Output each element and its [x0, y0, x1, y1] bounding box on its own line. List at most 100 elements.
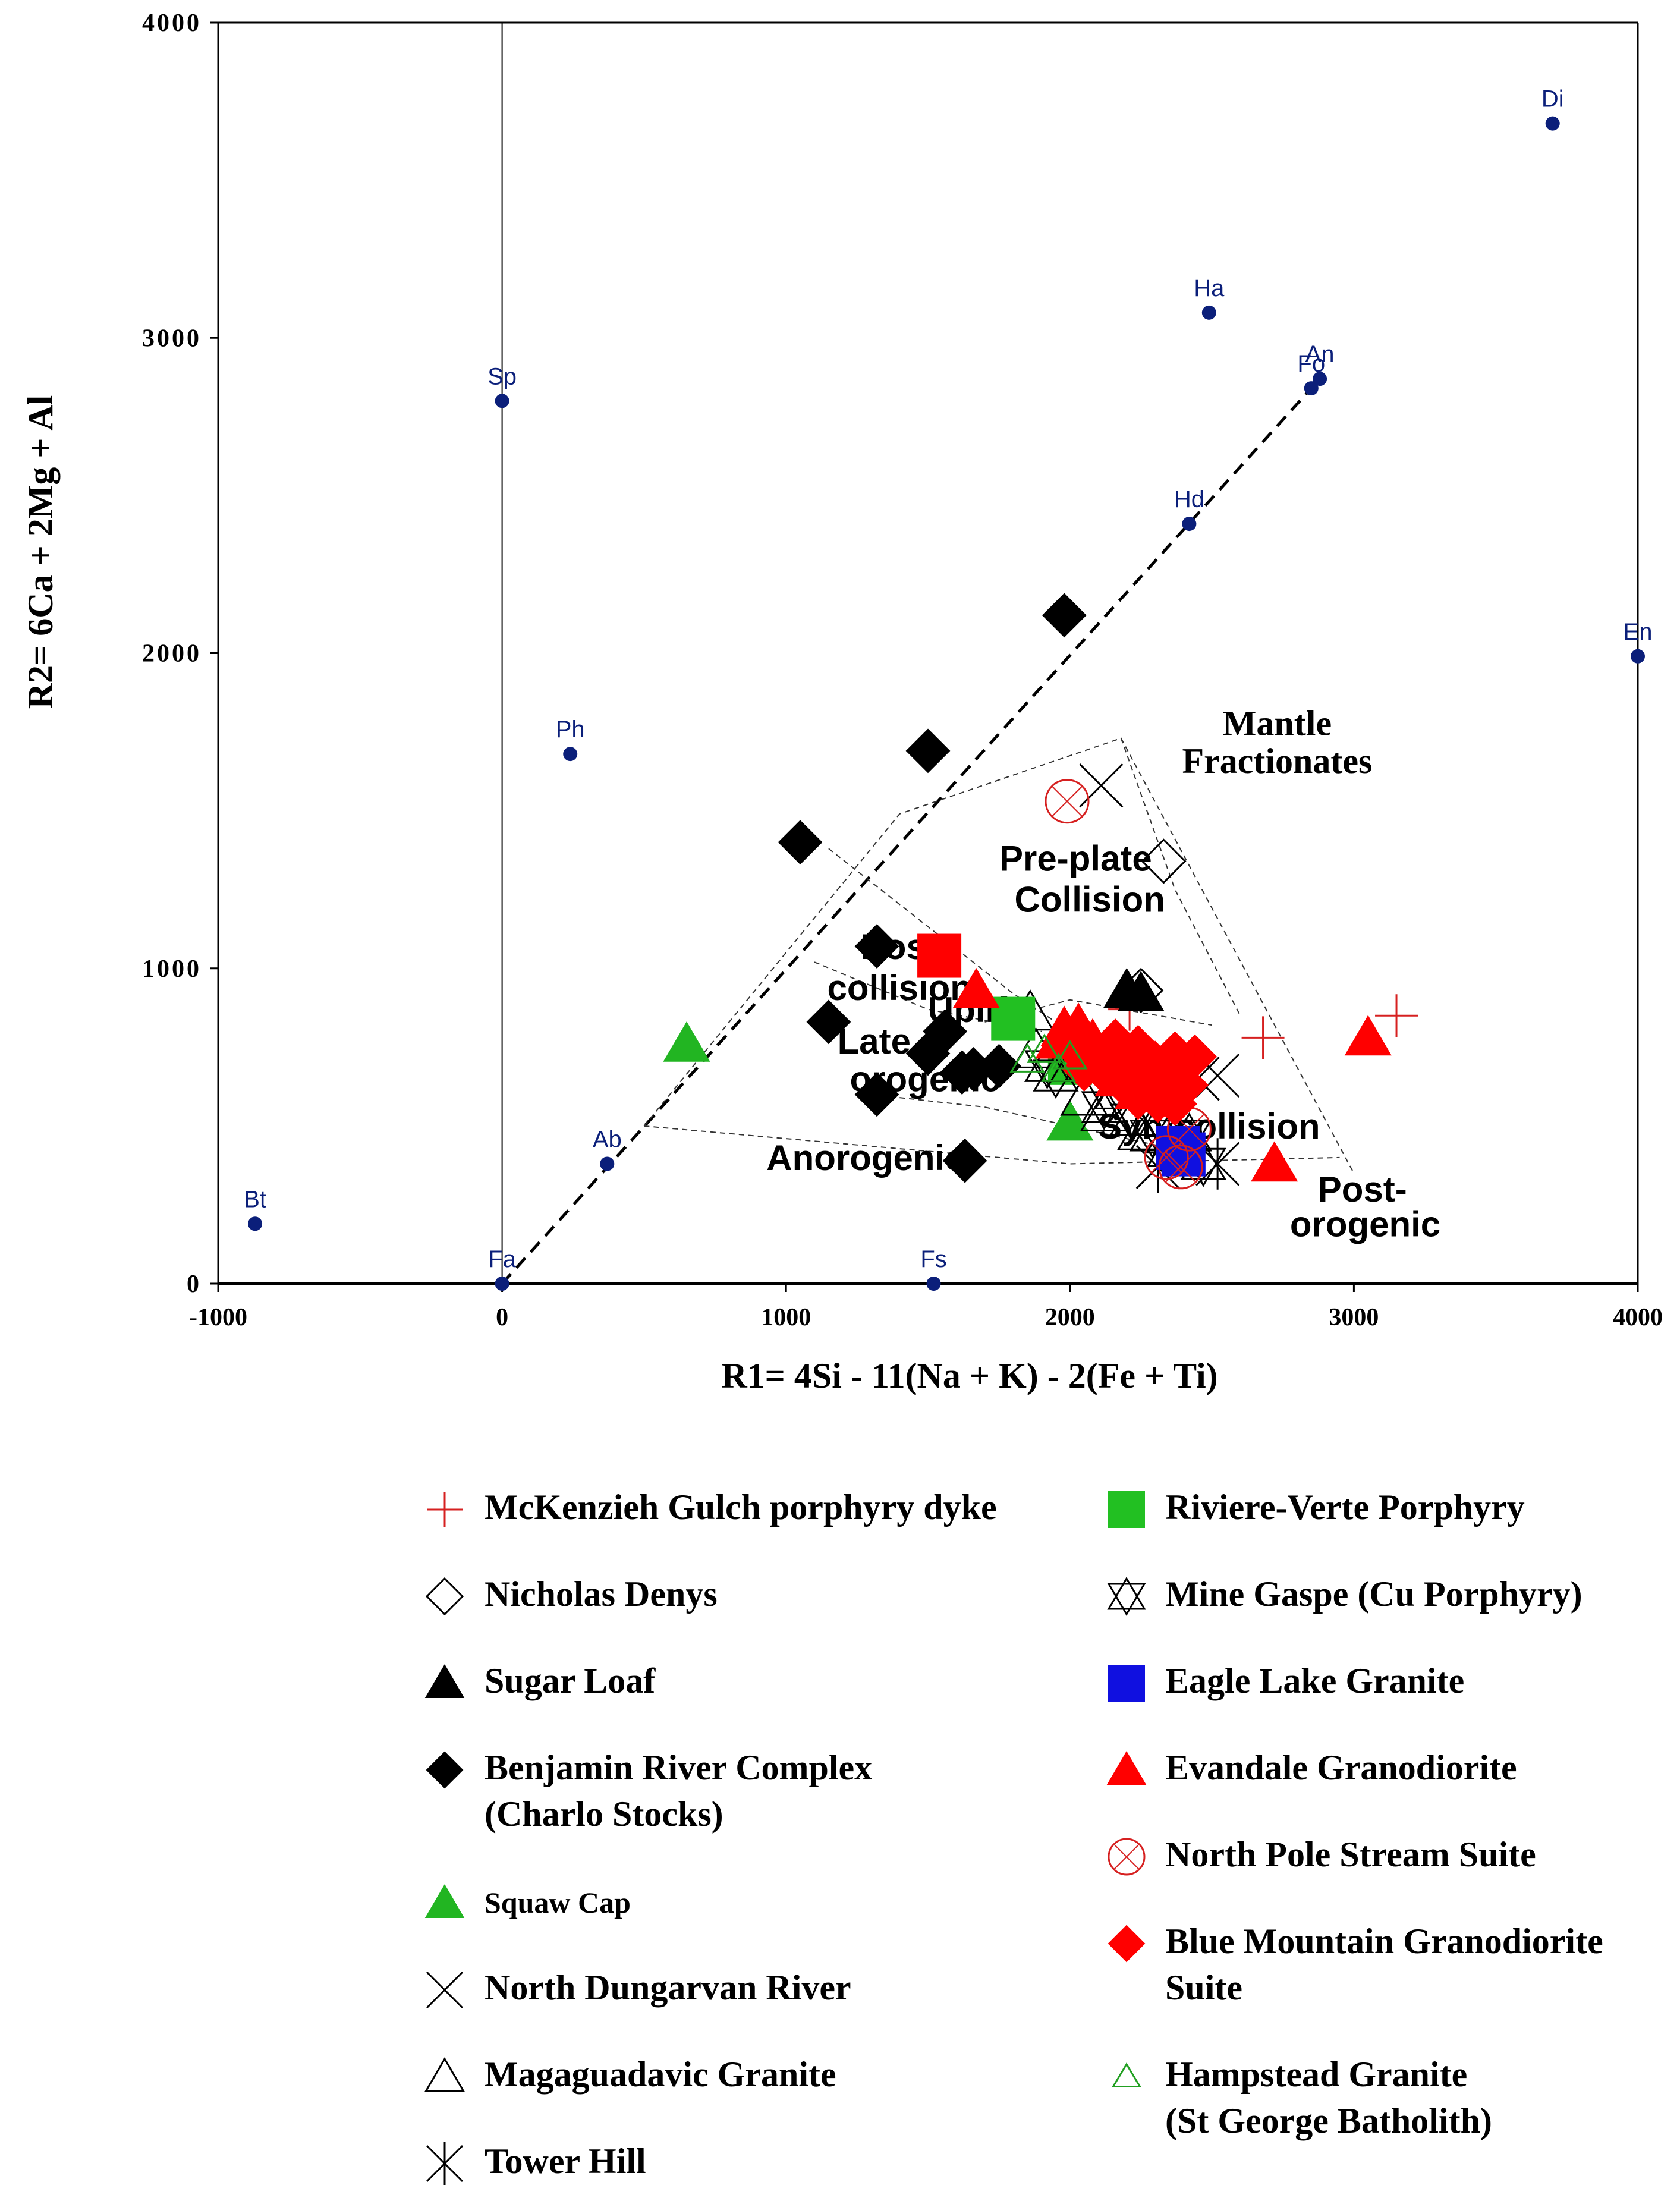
point-benjamin-river-complex-charlo-stocks: [806, 999, 851, 1045]
point-mckenzieh-gulch-porphyry-dyke: [1241, 1016, 1285, 1059]
mineral-dot: [600, 1156, 615, 1171]
legend-label: Sugar Loaf: [485, 1661, 656, 1700]
legend-marker: [1108, 1491, 1145, 1528]
field-label: Collision: [1015, 879, 1165, 919]
mineral-dot: [1201, 305, 1216, 320]
legend-item-squaw-cap: Squaw Cap: [424, 1884, 631, 1919]
y-tick-label: 4000: [142, 10, 202, 37]
legend-item-mine-gaspe-cu-porphyry: Mine Gaspe (Cu Porphyry): [1107, 1574, 1583, 1616]
mineral-label: Ph: [556, 716, 585, 743]
legend-item-tower-hill: Tower Hill: [426, 2142, 646, 2185]
point-benjamin-river-complex-charlo-stocks: [778, 820, 823, 865]
point-hampstead-granite-st-george-batholith: [1009, 1043, 1045, 1073]
legend-marker: [426, 1971, 464, 2009]
legend-label: Magaguadavic Granite: [485, 2055, 836, 2094]
field-label: Fractionates: [1182, 741, 1372, 781]
mineral-dot: [1313, 372, 1327, 386]
point-watson-brook-granodiorite: [917, 933, 962, 978]
x-tick-label: 4000: [1613, 1304, 1663, 1331]
legend-item-mckenzieh-gulch-porphyry-dyke: McKenzieh Gulch porphyry dyke: [427, 1488, 997, 1527]
point-nicholas-denys: [1141, 838, 1187, 884]
legend-label: Benjamin River Complex: [485, 1748, 872, 1787]
point-squaw-cap: [663, 1021, 710, 1062]
mineral-label: Fs: [920, 1246, 946, 1272]
legend-label: (Charlo Stocks): [485, 1794, 723, 1834]
point-sugar-loaf: [1117, 971, 1165, 1011]
field-boundary-line: [643, 737, 1355, 1174]
field-label: Pre-plate: [999, 838, 1152, 878]
point-hampstead-granite-st-george-batholith: [1052, 1040, 1088, 1070]
point-benjamin-river-complex-charlo-stocks: [854, 924, 899, 969]
mineral-label: Ab: [593, 1127, 622, 1153]
field-label: orogenic: [1290, 1204, 1440, 1244]
legend-label: Riviere-Verte Porphyry: [1165, 1488, 1525, 1527]
field-label: Late: [838, 1021, 911, 1061]
mineral-dot: [248, 1216, 263, 1231]
mineral-label: Fa: [488, 1246, 516, 1272]
legend-label: Blue Mountain Granodiorite: [1165, 1922, 1603, 1961]
legend-item-evandale-granodiorite: Evandale Granodiorite: [1106, 1748, 1517, 1787]
point-benjamin-river-complex-charlo-stocks: [939, 1050, 984, 1095]
point-north-pole-stream-suite: [1158, 1145, 1203, 1190]
legend-marker: [424, 1884, 465, 1918]
point-hampstead-granite-st-george-batholith: [1027, 1033, 1062, 1063]
legend-item-blue-mountain-granodiorite-suite: Blue Mountain Granodiorite Suite: [1108, 1922, 1603, 2007]
point-evandale-granodiorite: [952, 967, 1000, 1008]
legend-label: (St George Batholith): [1165, 2101, 1492, 2140]
field-boundary-line: [871, 1093, 1184, 1152]
legend-label: Hampstead Granite: [1165, 2055, 1467, 2094]
field-label: Post-: [1318, 1169, 1407, 1209]
legend-label: Tower Hill: [485, 2142, 646, 2181]
point-benjamin-river-complex-charlo-stocks: [905, 1031, 951, 1076]
legend-marker: [424, 2057, 465, 2092]
legend-label: Squaw Cap: [485, 1886, 631, 1919]
legend-marker: [1108, 1925, 1146, 1963]
point-blue-mountain-granodiorite-suite: [1081, 1050, 1127, 1095]
mineral-label: En: [1624, 619, 1653, 645]
legend-item-north-pole-stream-suite: North Pole Stream Suite: [1108, 1835, 1536, 1876]
legend-label: North Dungarvan River: [485, 1968, 851, 2007]
point-benjamin-river-complex-charlo-stocks: [854, 1072, 899, 1117]
y-tick-label: 1000: [142, 955, 202, 983]
mineral-dot: [495, 394, 509, 408]
point-north-dungarvan-river: [1079, 763, 1124, 808]
mineral-label: Bt: [244, 1186, 266, 1212]
mineral-dot: [1631, 649, 1645, 664]
legend-item-sugar-loaf: Sugar Loaf: [424, 1661, 656, 1700]
legend: McKenzieh Gulch porphyry dyke Nicholas De…: [424, 1488, 1603, 2185]
point-blue-mountain-granodiorite-suite: [1153, 1081, 1197, 1127]
legend-item-nicholas-denys: Nicholas Denys: [425, 1574, 718, 1616]
x-axis-title: R1= 4Si - 11(Na + K) - 2(Fe + Ti): [721, 1356, 1217, 1395]
legend-item-riviere-verte-porphyry: Riviere-Verte Porphyry: [1108, 1488, 1525, 1528]
mineral-dot: [1304, 381, 1319, 396]
x-tick-label: -1000: [189, 1304, 247, 1331]
mineral-label: Fo: [1297, 351, 1325, 377]
point-benjamin-river-complex-charlo-stocks: [942, 1138, 987, 1183]
y-tick-label: 3000: [142, 325, 202, 352]
point-north-pole-stream-suite: [1045, 779, 1090, 824]
mineral-label: An: [1305, 341, 1335, 367]
field-label: Anorogenic: [766, 1138, 964, 1178]
legend-item-hampstead-granite-st-george-batholith: Hampstead Granite (St George Batholith): [1111, 2055, 1492, 2140]
axes: -1000 0 1000 2000 3000 4000 0 1000 2000 3000 4000 R…: [21, 10, 1663, 1395]
legend-item-north-dungarvan-river: North Dungarvan River: [426, 1968, 851, 2009]
legend-label: Eagle Lake Granite: [1165, 1661, 1464, 1700]
point-evandale-granodiorite: [1344, 1015, 1392, 1056]
mineral-label: Di: [1541, 86, 1564, 112]
x-tick-label: 0: [496, 1304, 508, 1331]
field-boundaries: [501, 381, 1355, 1285]
data-points: [663, 593, 1418, 1193]
point-riviere-verte-porphyry: [991, 996, 1036, 1041]
legend-marker: [1107, 1577, 1146, 1616]
legend-marker: [426, 1751, 464, 1789]
legend-item-magaguadavic-granite: Magaguadavic Granite: [424, 2055, 836, 2094]
fa-fo-trend-line: [501, 381, 1319, 1285]
legend-label: Suite: [1165, 1968, 1242, 2007]
field-label: Mantle: [1223, 703, 1332, 743]
mineral-dot: [495, 1277, 509, 1291]
legend-marker: [1108, 1838, 1146, 1876]
legend-marker: [426, 2142, 464, 2185]
legend-marker: [425, 1577, 464, 1616]
